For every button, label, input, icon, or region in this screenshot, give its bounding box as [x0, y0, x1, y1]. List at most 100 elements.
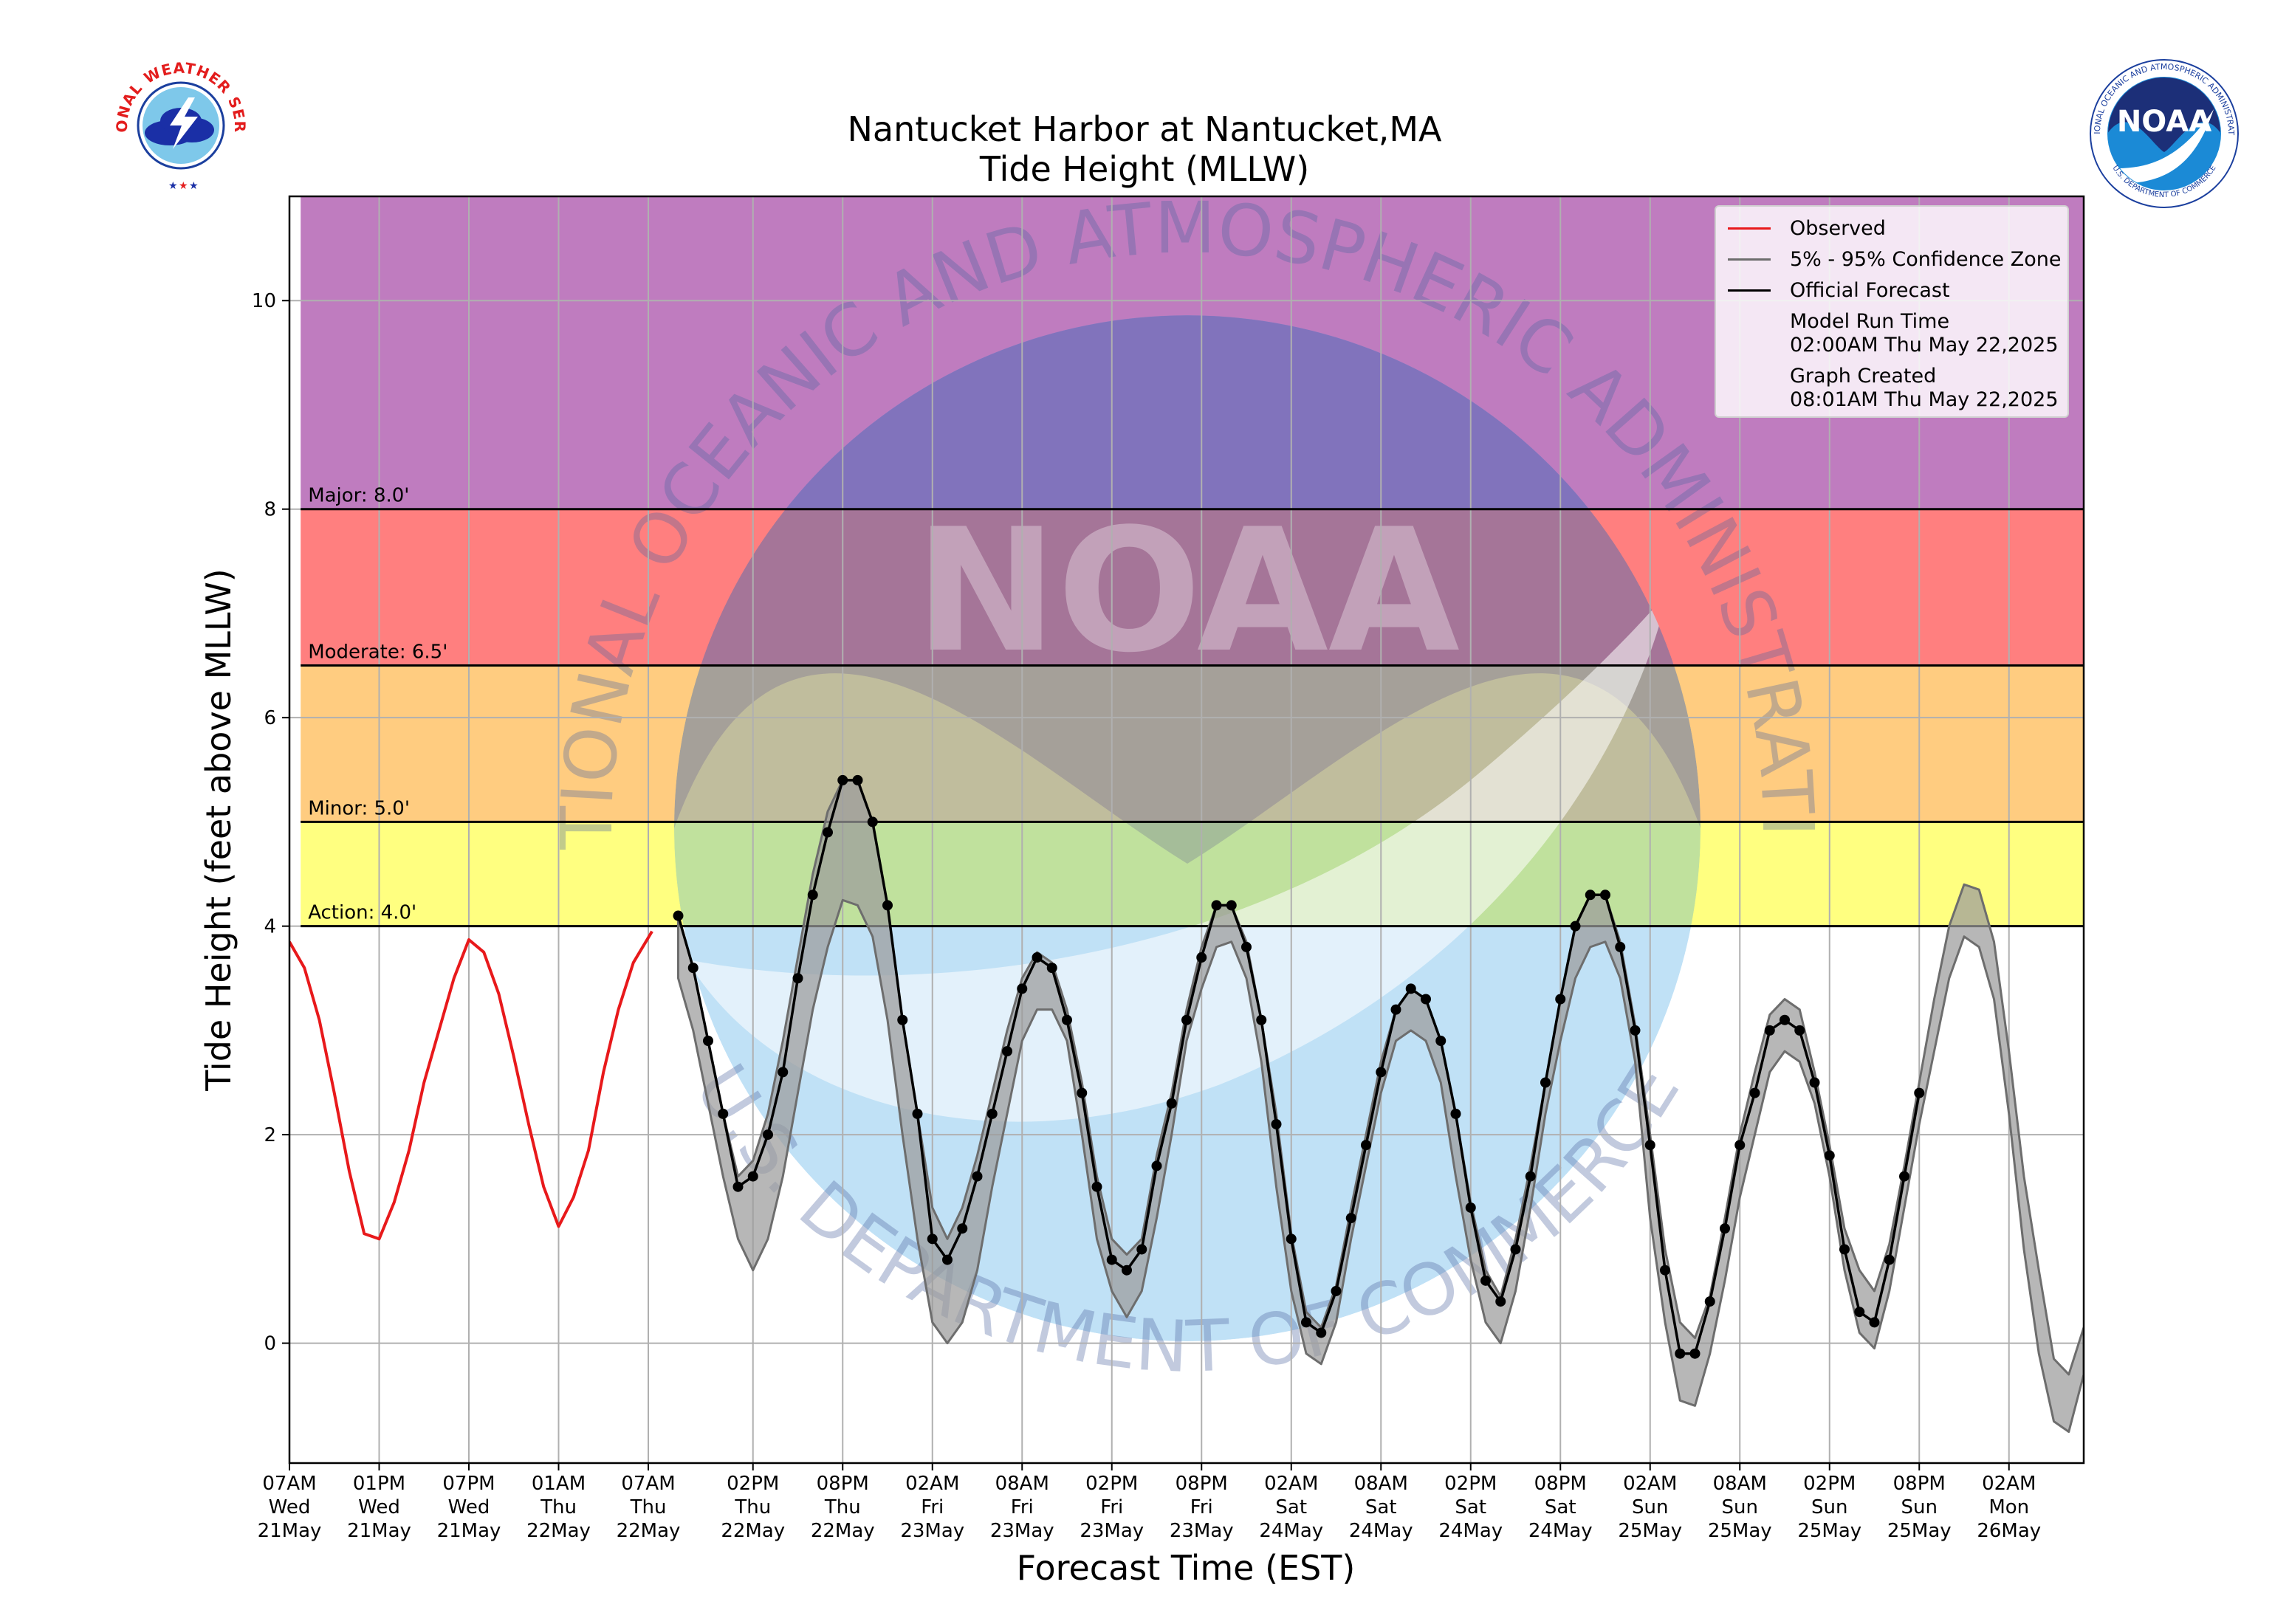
x-tick-label-line: 21May	[437, 1520, 501, 1542]
x-tick-label-line: Sat	[1365, 1496, 1397, 1518]
x-tick-label-line: 25May	[1618, 1520, 1682, 1542]
x-tick-label-line: Fri	[1190, 1496, 1213, 1518]
x-tick-label-line: 07AM	[621, 1473, 675, 1495]
x-axis-title: Forecast Time (EST)	[1017, 1548, 1356, 1588]
legend-item-confidence: 5% - 95% Confidence Zone	[1728, 248, 2061, 271]
x-tick-label-line: 21May	[258, 1520, 322, 1542]
forecast-point	[1062, 1014, 1072, 1025]
forecast-point	[1091, 1181, 1102, 1192]
forecast-point	[718, 1108, 729, 1119]
forecast-point	[703, 1036, 713, 1046]
forecast-series	[673, 774, 1925, 1359]
x-tick-label-line: Mon	[1988, 1496, 2029, 1518]
legend-confidence-label: 5% - 95% Confidence Zone	[1790, 248, 2062, 271]
forecast-point	[1211, 900, 1222, 911]
x-tick-label-line: Sun	[1722, 1496, 1758, 1518]
forecast-point	[1480, 1275, 1491, 1286]
x-tick-label-line: Wed	[448, 1496, 490, 1518]
forecast-point	[1854, 1307, 1865, 1318]
forecast-point	[1630, 1025, 1641, 1036]
x-tick-label-line: 02PM	[1444, 1473, 1497, 1495]
forecast-point	[1675, 1348, 1686, 1359]
x-tick-label: 02AM Sat 24May	[1259, 1473, 1323, 1542]
forecast-point	[732, 1181, 744, 1192]
x-tick-label-line: 07PM	[442, 1473, 495, 1495]
forecast-point	[1301, 1317, 1311, 1328]
forecast-point	[1585, 890, 1596, 901]
x-tick-label-line: 23May	[900, 1520, 964, 1542]
x-tick-label: 02AM Fri 23May	[900, 1473, 964, 1542]
forecast-point	[1241, 941, 1252, 952]
x-tick-label-line: 24May	[1528, 1520, 1593, 1542]
y-axis-title: Tide Height (feet above MLLW)	[199, 568, 238, 1092]
noaa-logo-wordmark: NOAA	[2117, 105, 2211, 139]
forecast-point	[823, 827, 833, 838]
x-tick-label-line: Thu	[824, 1496, 861, 1518]
svg-text:★: ★	[189, 180, 199, 192]
legend-forecast-label: Official Forecast	[1790, 279, 1950, 302]
y-tick-label: 4	[264, 916, 276, 938]
forecast-point	[1869, 1317, 1880, 1328]
plot-frame	[288, 195, 2085, 1465]
x-tick-label: 08AM Sat 24May	[1349, 1473, 1413, 1542]
forecast-point	[852, 774, 863, 785]
forecast-point	[1151, 1160, 1162, 1171]
x-tick-label-line: Wed	[269, 1496, 311, 1518]
x-tick-label-line: 24May	[1259, 1520, 1323, 1542]
band-moderate	[301, 509, 2084, 666]
y-tick-label: 8	[264, 499, 276, 521]
legend-item-forecast: Official Forecast	[1728, 279, 1950, 302]
forecast-line	[676, 779, 1921, 1355]
x-tick-label: 08PM Fri 23May	[1170, 1473, 1234, 1542]
forecast-point	[1839, 1244, 1850, 1255]
forecast-point	[1780, 1014, 1790, 1025]
x-tick-label-line: 08PM	[1176, 1473, 1228, 1495]
x-tick-label-line: 22May	[526, 1520, 591, 1542]
x-tick-label: 02PM Fri 23May	[1080, 1473, 1144, 1542]
forecast-point	[1361, 1140, 1371, 1151]
y-axis-ticks: 0 2 4 6 8 10	[252, 290, 289, 1355]
x-tick-label-line: 25May	[1887, 1520, 1952, 1542]
forecast-point	[1660, 1265, 1670, 1276]
forecast-point	[1376, 1067, 1387, 1078]
forecast-point	[1720, 1223, 1730, 1234]
forecast-point	[1166, 1098, 1177, 1109]
legend: Observed 5% - 95% Confidence Zone Offici…	[1715, 205, 2069, 418]
model-run-info: Model Run Time 02:00AM Thu May 22,2025	[1790, 310, 2059, 357]
forecast-point	[1734, 1140, 1746, 1151]
x-tick-label-line: 22May	[617, 1520, 681, 1542]
x-tick-label-line: 08PM	[817, 1473, 869, 1495]
threshold-label-major: Major: 8.0'	[308, 485, 409, 507]
noaa-logo: NOAA NATIONAL OCEANIC AND ATMOSPHERIC AD…	[2085, 50, 2240, 210]
x-tick-label-line: Sat	[1545, 1496, 1576, 1518]
x-tick-label: 08AM Sun 25May	[1708, 1473, 1772, 1542]
x-tick-label: 07AM Wed 21May	[258, 1473, 322, 1542]
observed-series	[289, 930, 653, 1241]
observed-line	[289, 930, 653, 1241]
x-tick-label-line: Fri	[1011, 1496, 1034, 1518]
x-tick-label-line: 26May	[1977, 1520, 2041, 1542]
forecast-point	[673, 910, 684, 921]
forecast-point	[1256, 1014, 1267, 1025]
forecast-point	[1704, 1296, 1715, 1307]
legend-observed-label: Observed	[1790, 217, 1886, 240]
x-tick-label: 01PM Wed 21May	[347, 1473, 411, 1542]
forecast-point	[1077, 1087, 1088, 1098]
forecast-point	[1421, 994, 1431, 1005]
x-tick-label: 02PM Sun 25May	[1797, 1473, 1861, 1542]
confidence-zone	[677, 779, 2084, 1434]
forecast-point	[1465, 1202, 1476, 1213]
forecast-point	[807, 890, 818, 901]
x-tick-label-line: 08AM	[1354, 1473, 1408, 1495]
flood-category-bands	[301, 196, 2084, 926]
forecast-point	[1689, 1348, 1701, 1359]
y-tick-label: 10	[252, 290, 276, 312]
forecast-point	[1345, 1213, 1356, 1224]
forecast-point	[1271, 1118, 1282, 1129]
x-tick-label: 07PM Wed 21May	[437, 1473, 501, 1542]
threshold-label-action: Action: 4.0'	[308, 902, 416, 924]
forecast-point	[957, 1223, 968, 1234]
forecast-point	[867, 816, 878, 828]
forecast-point	[687, 963, 699, 974]
